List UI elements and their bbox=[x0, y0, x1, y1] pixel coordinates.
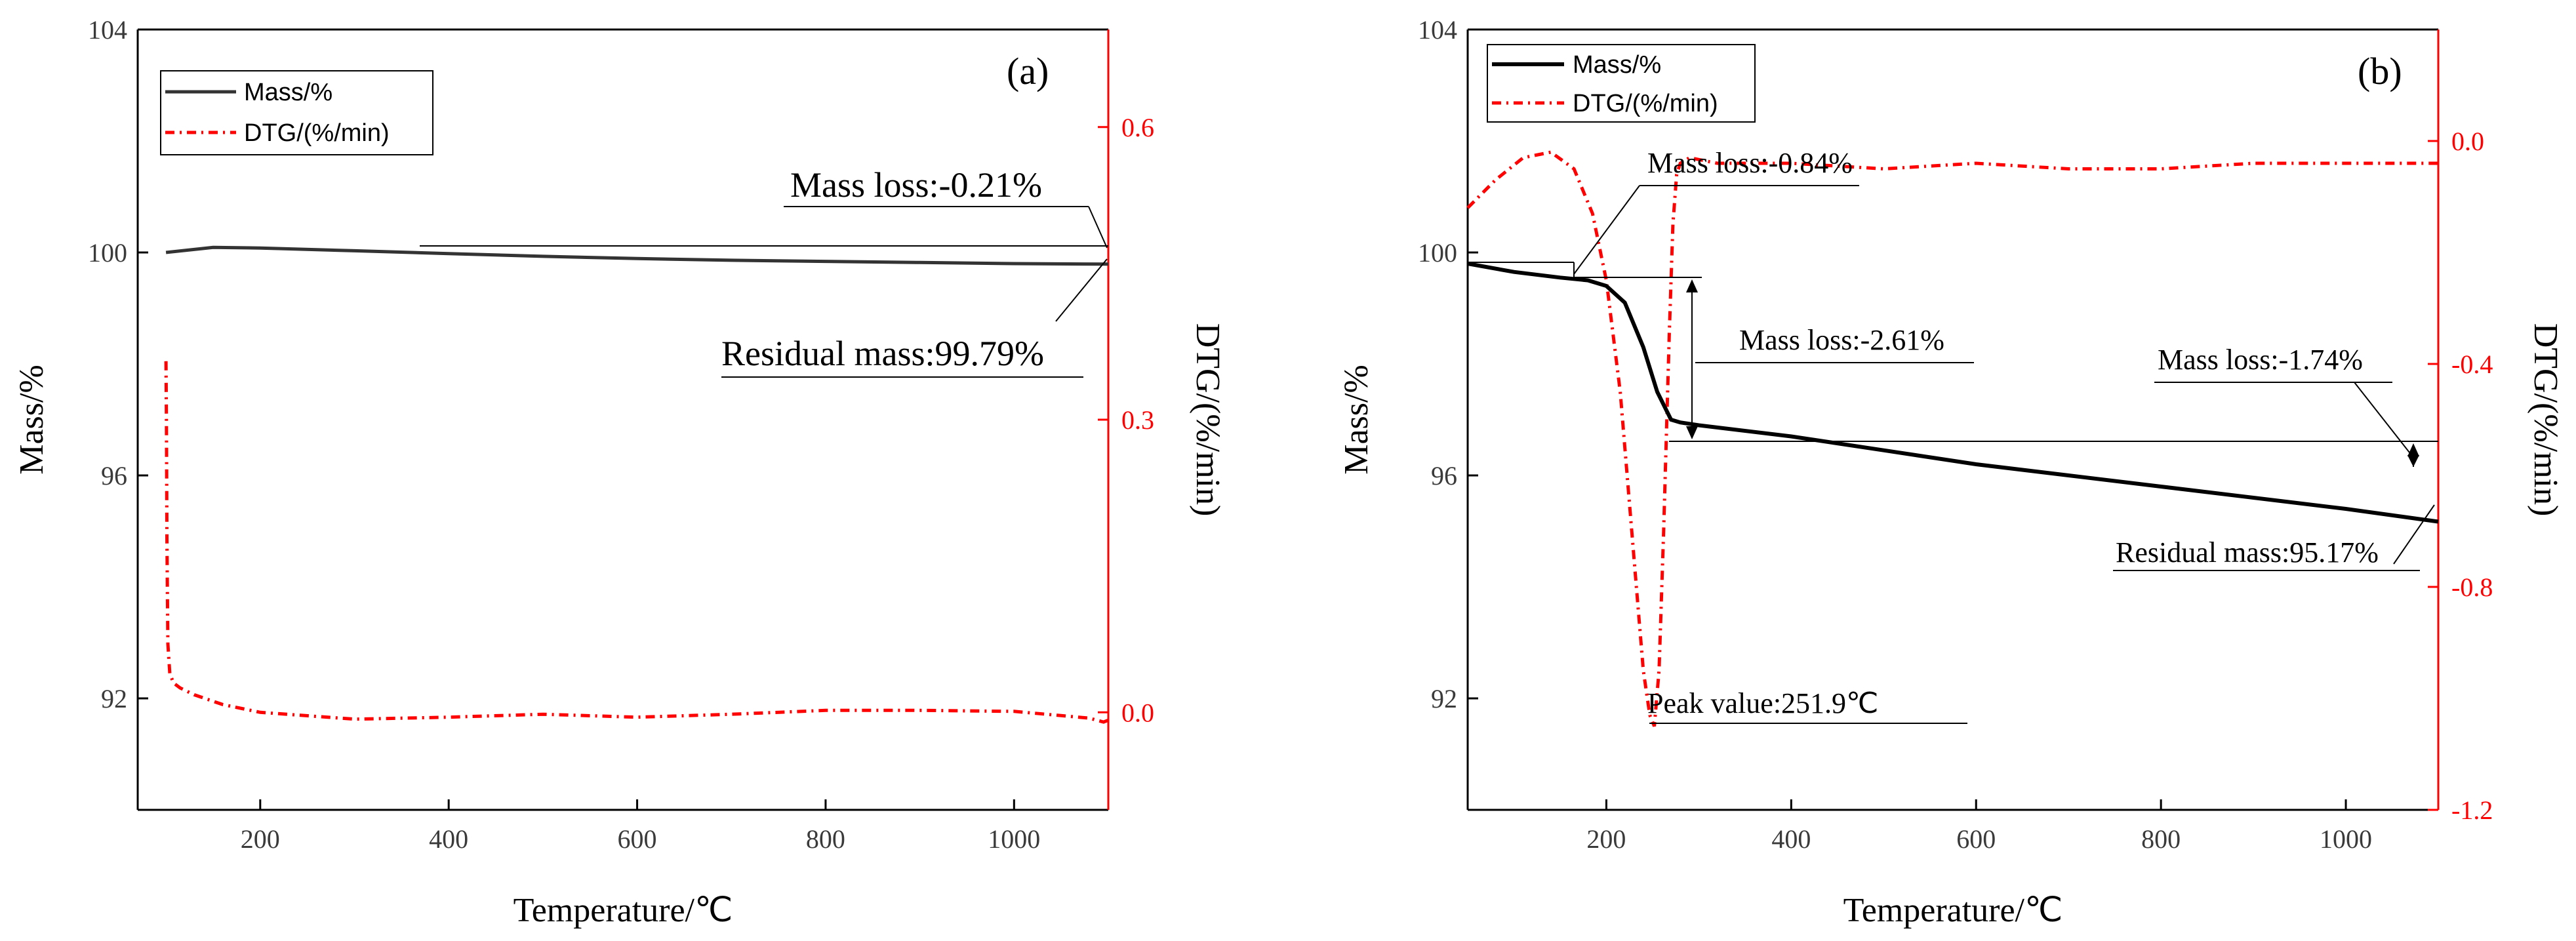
panel-a-y2-tick-label: 0.3 bbox=[1121, 405, 1154, 435]
panel-a-x-tick-label: 600 bbox=[618, 824, 657, 854]
panel-a: 200 400 600 800 1000 92 96 100 104 0.0 0.3 0.6 Te… bbox=[13, 15, 1226, 929]
panel-b-dtg-series bbox=[1466, 150, 2438, 727]
panel-a-y2-tick-label: 0.6 bbox=[1121, 113, 1154, 142]
panel-b-y2-tick-label: 0.0 bbox=[2451, 127, 2484, 156]
panel-b-tag: (b) bbox=[2358, 50, 2402, 92]
panel-b-y2-ticks: -1.2 -0.8 -0.4 0.0 bbox=[2428, 127, 2493, 825]
panel-b-y-tick-label: 96 bbox=[1431, 461, 1457, 491]
panel-a-x-tick-label: 400 bbox=[429, 824, 468, 854]
panel-a-x-tick-label: 800 bbox=[806, 824, 845, 854]
panel-a-legend-dtg-label: DTG/(%/min) bbox=[244, 119, 390, 147]
panel-a-x-ticks: 200 400 600 800 1000 bbox=[241, 799, 1040, 854]
panel-b-x-axis-label: Temperature/℃ bbox=[1843, 892, 2063, 929]
panel-b-y2-tick-label: -0.4 bbox=[2451, 350, 2493, 379]
panel-a-y-tick-label: 96 bbox=[101, 461, 127, 491]
panel-b-legend bbox=[1487, 44, 1756, 123]
panel-a-mass-loss-annotation: Mass loss:-0.21% bbox=[790, 165, 1042, 205]
panel-a-mass-loss-leader bbox=[1088, 206, 1108, 249]
panel-a-y2-ticks: 0.0 0.3 0.6 bbox=[1098, 113, 1154, 727]
panel-b-loss3-annotation: Mass loss:-1.74% bbox=[2158, 344, 2363, 376]
panel-b-y2-tick-label: -0.8 bbox=[2451, 572, 2493, 602]
panel-a-legend-mass-label: Mass/% bbox=[244, 79, 332, 106]
panel-a-y-axis-label: Mass/% bbox=[13, 365, 50, 475]
panel-b-x-tick-label: 800 bbox=[2141, 824, 2181, 854]
panel-b-loss3-arrowhead-down bbox=[2407, 455, 2419, 467]
panel-b-peak-annotation: Peak value:251.9℃ bbox=[1647, 687, 1878, 719]
panel-a-y-tick-label: 92 bbox=[101, 684, 127, 713]
panel-b-x-tick-label: 1000 bbox=[2320, 824, 2372, 854]
panel-b-loss2-arrowhead-down bbox=[1686, 426, 1698, 439]
panel-a-legend bbox=[160, 70, 433, 155]
panel-b-x-tick-label: 600 bbox=[1956, 824, 1996, 854]
panel-b-y2-axis-label: DTG/(%/min) bbox=[2527, 323, 2564, 517]
panel-a-mass-series bbox=[165, 245, 1109, 266]
panel-a-y-tick-label: 100 bbox=[88, 238, 127, 268]
panel-b: 200 400 600 800 1000 92 96 100 104 -1.2 -0.8 -0.4… bbox=[1338, 15, 2564, 929]
panel-b-y-ticks: 92 96 100 104 bbox=[1418, 15, 1478, 713]
panel-b-y-tick-label: 104 bbox=[1418, 15, 1457, 45]
panel-b-mass-series bbox=[1467, 262, 2439, 524]
panel-a-y-ticks: 92 96 100 104 bbox=[88, 15, 148, 713]
panel-b-x-ticks: 200 400 600 800 1000 bbox=[1586, 799, 2372, 854]
panel-a-y2-tick-label: 0.0 bbox=[1121, 698, 1154, 727]
panel-b-legend-mass-label: Mass/% bbox=[1573, 51, 1661, 79]
panel-b-x-tick-label: 200 bbox=[1586, 824, 1626, 854]
panel-a-dtg-series bbox=[164, 361, 1109, 724]
panel-a-x-axis-label: Temperature/℃ bbox=[513, 892, 733, 929]
panel-b-loss2-arrowhead-up bbox=[1686, 279, 1698, 292]
panel-a-y-tick-label: 104 bbox=[88, 15, 127, 45]
panel-b-x-tick-label: 400 bbox=[1771, 824, 1811, 854]
panel-b-loss2-annotation: Mass loss:-2.61% bbox=[1739, 324, 1944, 356]
panel-a-x-tick-label: 200 bbox=[241, 824, 280, 854]
panel-b-y-tick-label: 100 bbox=[1418, 238, 1457, 268]
panel-b-legend-dtg-label: DTG/(%/min) bbox=[1573, 90, 1718, 117]
panel-b-residual-annotation: Residual mass:95.17% bbox=[2116, 536, 2379, 569]
panel-b-y2-tick-label: -1.2 bbox=[2451, 795, 2493, 825]
panel-a-tag: (a) bbox=[1007, 50, 1049, 92]
panel-a-residual-leader bbox=[1055, 258, 1108, 322]
panel-a-residual-annotation: Residual mass:99.79% bbox=[721, 334, 1044, 373]
panel-a-y2-axis-label: DTG/(%/min) bbox=[1189, 323, 1226, 517]
panel-b-loss3-leader bbox=[2354, 382, 2410, 453]
panel-b-y-tick-label: 92 bbox=[1431, 684, 1457, 713]
panel-a-x-tick-label: 1000 bbox=[988, 824, 1040, 854]
panel-b-loss3-arrowhead-up bbox=[2407, 443, 2419, 456]
panel-b-y-axis-label: Mass/% bbox=[1338, 365, 1375, 475]
panel-b-loss1-annotation: Mass loss:-0.84% bbox=[1647, 147, 1853, 179]
panel-b-loss1-leader bbox=[1573, 185, 1640, 275]
panel-b-residual-leader bbox=[2393, 504, 2435, 565]
